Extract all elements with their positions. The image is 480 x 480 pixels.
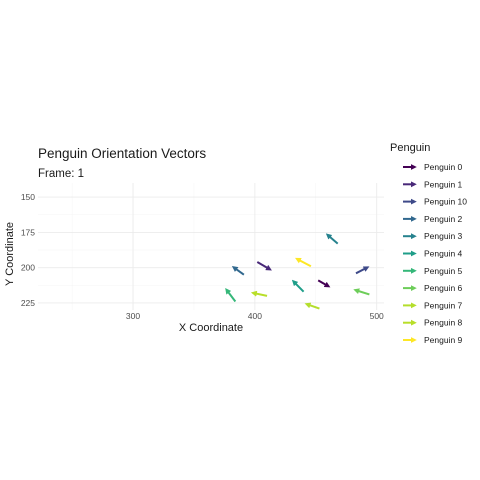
x-tick-label: 400 [248, 311, 262, 321]
legend-item: Penguin 3 [403, 231, 463, 241]
legend-item: Penguin 0 [403, 162, 463, 172]
vector-penguin-1 [256, 261, 272, 271]
vector-penguin-3 [325, 233, 339, 245]
vector-penguin-8 [250, 290, 268, 297]
vector-penguin-6 [353, 288, 370, 296]
legend-label: Penguin 4 [424, 249, 463, 259]
legend-label: Penguin 7 [424, 300, 463, 310]
y-tick-label: 200 [21, 263, 35, 273]
x-tick-label: 500 [370, 311, 384, 321]
y-tick-label: 150 [21, 192, 35, 202]
legend-item: Penguin 2 [403, 214, 463, 224]
vector-penguin-2 [231, 266, 245, 276]
minor-gridlines [38, 183, 384, 310]
legend-label: Penguin 1 [424, 179, 463, 189]
x-axis-tick-labels: 300 400 500 [126, 311, 384, 321]
x-tick-label: 300 [126, 311, 140, 321]
legend-item: Penguin 6 [403, 283, 463, 293]
legend-item: Penguin 10 [403, 197, 467, 207]
legend-label: Penguin 8 [424, 318, 463, 328]
legend-item: Penguin 4 [403, 249, 463, 259]
legend-item: Penguin 5 [403, 266, 463, 276]
y-tick-label: 225 [21, 298, 35, 308]
y-axis-tick-labels: 150 175 200 225 [21, 192, 35, 308]
chart-title: Penguin Orientation Vectors [38, 146, 206, 161]
legend-item: Penguin 8 [403, 318, 463, 328]
vector-penguin-5 [225, 288, 237, 303]
vector-penguin-0 [317, 279, 331, 288]
vector-penguin-10 [355, 266, 370, 275]
y-axis-title: Y Coordinate [4, 222, 16, 286]
legend-label: Penguin 10 [424, 197, 467, 207]
legend-label: Penguin 5 [424, 266, 463, 276]
legend-label: Penguin 9 [424, 335, 463, 345]
legend: Penguin Penguin 0 Penguin 1 Penguin 10 Peng… [390, 142, 467, 345]
major-gridlines [38, 183, 384, 310]
y-tick-label: 175 [21, 227, 35, 237]
legend-label: Penguin 3 [424, 231, 463, 241]
vector-penguin-4 [291, 279, 305, 293]
chart-subtitle: Frame: 1 [38, 168, 84, 180]
legend-label: Penguin 2 [424, 214, 463, 224]
legend-title: Penguin [390, 142, 430, 154]
legend-item: Penguin 9 [403, 335, 463, 345]
x-axis-title: X Coordinate [179, 322, 243, 334]
orientation-vectors [225, 233, 370, 310]
plot-panel [38, 183, 384, 310]
legend-item: Penguin 7 [403, 300, 463, 310]
vector-penguin-9 [295, 257, 312, 268]
legend-label: Penguin 6 [424, 283, 463, 293]
vector-penguin-7 [304, 302, 320, 310]
legend-item: Penguin 1 [403, 179, 463, 189]
legend-label: Penguin 0 [424, 162, 463, 172]
